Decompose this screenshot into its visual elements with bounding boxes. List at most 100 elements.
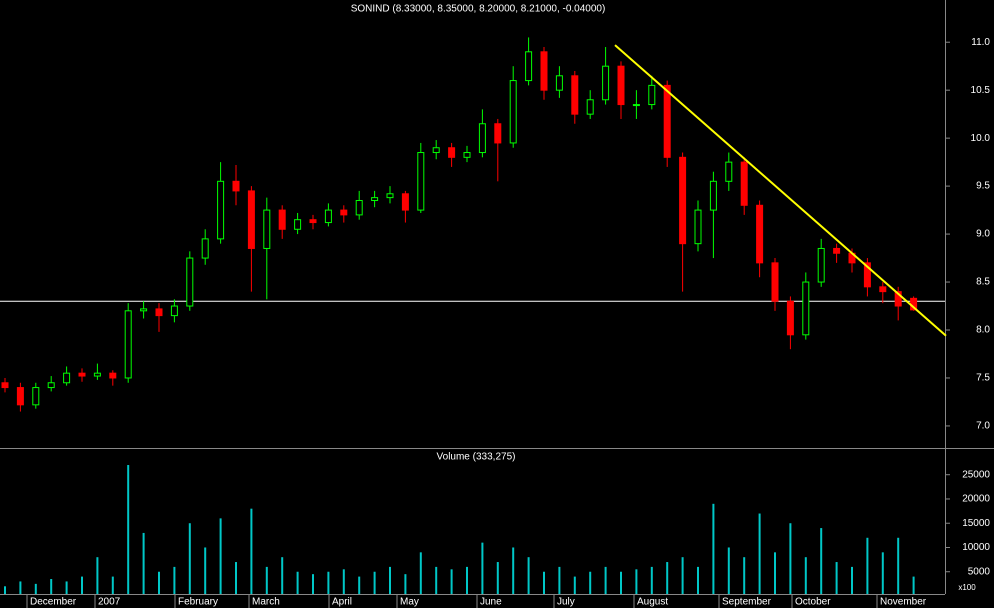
y-tick-label: 9.5 <box>976 181 990 192</box>
candle-body <box>109 372 117 379</box>
volume-bar <box>173 566 176 594</box>
volume-bar <box>589 571 592 594</box>
volume-bar <box>897 537 900 594</box>
x-tick-label: September <box>722 597 772 608</box>
candle-body <box>386 193 394 199</box>
x-tick-label: March <box>252 597 280 608</box>
x-tick-label: 2007 <box>98 597 121 608</box>
y-tick-label: 10000 <box>962 542 990 553</box>
volume-bar <box>158 571 160 594</box>
candle-body <box>494 123 502 144</box>
volume-bar <box>604 566 607 594</box>
candle-body <box>78 372 86 377</box>
volume-bar <box>373 571 376 594</box>
volume-bar <box>250 508 253 594</box>
candle-body <box>525 51 533 82</box>
candle-body <box>355 199 363 216</box>
x-tick-label: May <box>400 597 419 608</box>
candle-body <box>571 75 579 115</box>
volume-bar <box>481 542 484 594</box>
volume-bar <box>466 566 468 594</box>
candle-body <box>448 147 456 158</box>
volume-bar <box>774 552 776 594</box>
volume-bar <box>235 562 237 594</box>
candle-body <box>602 65 610 101</box>
y-tick-label: 10.0 <box>971 133 991 144</box>
volume-bar <box>496 562 499 594</box>
candle-body <box>93 372 101 377</box>
volume-bar <box>312 574 314 594</box>
volume-bar <box>65 581 68 594</box>
y-tick-label: 5000 <box>968 566 991 577</box>
candle-body <box>894 291 902 307</box>
candle-body <box>771 262 779 302</box>
volume-bar <box>342 569 345 594</box>
candle-body <box>802 281 810 336</box>
volume-bar <box>281 557 284 594</box>
candle-body <box>725 161 733 182</box>
price-title: SONIND (8.33000, 8.35000, 8.20000, 8.210… <box>351 4 606 15</box>
candle-body <box>756 204 764 264</box>
candle-body <box>401 193 409 211</box>
candle-body <box>186 257 194 307</box>
volume-bar <box>512 547 515 594</box>
candle-body <box>324 209 332 224</box>
candle-body <box>155 308 163 317</box>
candle-body <box>278 209 286 230</box>
y-tick-label: 8.5 <box>976 277 990 288</box>
candle-body <box>1 382 9 389</box>
candle-body <box>247 190 255 249</box>
candle-body <box>555 75 563 91</box>
volume-bar <box>265 566 268 594</box>
y-tick-label: 10.5 <box>971 85 991 96</box>
x-tick-label: October <box>795 597 831 608</box>
candle-body <box>201 238 209 259</box>
volume-bar <box>435 566 438 594</box>
x-tick-label: February <box>178 597 218 608</box>
candle-body <box>617 65 625 106</box>
volume-bar <box>404 574 407 594</box>
x-tick-label: November <box>880 597 927 608</box>
candle-body <box>371 197 379 201</box>
volume-title: Volume (333,275) <box>437 452 516 463</box>
candle-body <box>709 180 717 211</box>
candle-body <box>309 219 317 224</box>
candle-body <box>417 152 425 211</box>
candle-body <box>47 382 55 389</box>
candle-body <box>540 51 548 91</box>
volume-bar <box>727 547 730 594</box>
volume-bar <box>219 518 222 594</box>
y-tick-label: 8.0 <box>976 325 990 336</box>
candle-body <box>586 99 594 115</box>
volume-bar <box>4 586 6 594</box>
x-tick-label: December <box>30 597 77 608</box>
volume-bar <box>127 465 130 594</box>
volume-bar <box>142 532 145 594</box>
volume-bar <box>188 523 191 594</box>
volume-bar <box>712 503 715 594</box>
y-tick-label: 20000 <box>962 494 990 505</box>
candle-body <box>170 305 178 317</box>
x-tick-label: June <box>480 597 502 608</box>
candle-body <box>679 156 687 245</box>
volume-bar <box>912 576 915 594</box>
volume-bar <box>804 557 807 594</box>
candle-body <box>124 310 132 379</box>
trend-line <box>614 44 947 337</box>
volume-bar <box>327 571 330 594</box>
candle-body <box>879 286 887 293</box>
candle-body <box>463 152 471 158</box>
candle-body <box>16 387 24 406</box>
candle-body <box>509 80 517 144</box>
candle-body <box>786 300 794 336</box>
candle-body <box>232 180 240 192</box>
volume-bar <box>743 557 746 594</box>
volume-bar <box>96 557 99 594</box>
y-tick-label: 11.0 <box>971 37 990 48</box>
y-tick-label: 15000 <box>962 518 990 529</box>
volume-bar <box>389 566 391 594</box>
candle-body <box>740 161 748 206</box>
candle-body <box>648 84 656 106</box>
